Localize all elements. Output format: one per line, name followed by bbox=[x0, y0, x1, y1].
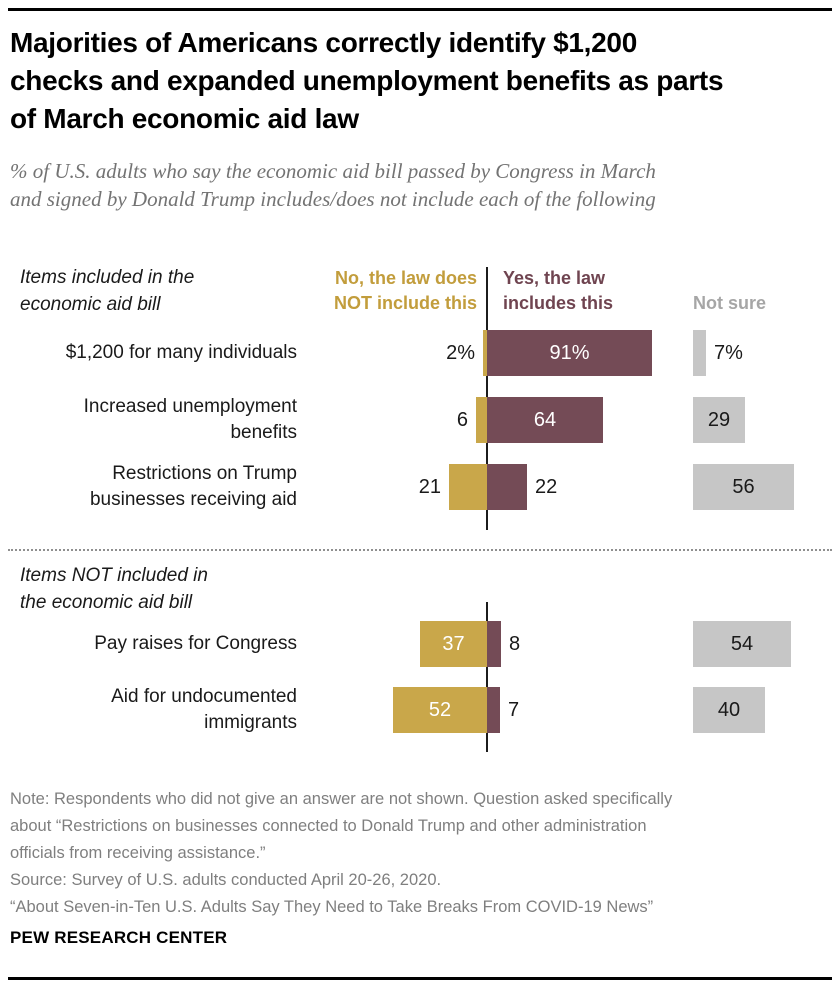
not-sure-bar bbox=[693, 621, 791, 667]
footer-notes: Note: Respondents who did not give an an… bbox=[10, 786, 830, 921]
no-value: 37 bbox=[442, 633, 465, 655]
yes-value: 8 bbox=[509, 633, 521, 655]
not-sure-value: 56 bbox=[732, 476, 755, 498]
yes-bar bbox=[487, 397, 603, 443]
yes-bar bbox=[487, 621, 501, 667]
row-label: Increased unemployment benefits bbox=[83, 396, 297, 443]
source-text: Source: Survey of U.S. adults conducted … bbox=[10, 871, 442, 889]
page-title: Majorities of Americans correctly identi… bbox=[10, 27, 724, 134]
no-bar bbox=[393, 687, 487, 733]
no-value: 52 bbox=[428, 699, 452, 721]
yes-value: 64 bbox=[533, 409, 557, 431]
row-label: Aid for undocumented immigrants bbox=[111, 686, 297, 733]
report-title-text: “About Seven-in-Ten U.S. Adults Say They… bbox=[10, 898, 654, 916]
yes-value: 22 bbox=[535, 476, 558, 498]
not-sure-value: 29 bbox=[707, 409, 731, 431]
section-header-not-included: Items NOT included in the economic aid b… bbox=[20, 565, 208, 613]
brand-label: PEW RESEARCH CENTER bbox=[10, 928, 228, 947]
no-value: 2% bbox=[446, 342, 475, 364]
not-sure-value: 40 bbox=[717, 699, 741, 721]
legend-no-label: No, the law does NOT include this bbox=[333, 268, 477, 313]
yes-value: 91% bbox=[549, 342, 590, 364]
row-label: Restrictions on Trump businesses receivi… bbox=[89, 463, 297, 510]
row-label: $1,200 for many individuals bbox=[65, 342, 297, 363]
axis-line-bottom-section bbox=[486, 602, 488, 752]
not-sure-value: 54 bbox=[730, 633, 754, 655]
not-sure-bar bbox=[693, 464, 794, 510]
bottom-rule bbox=[8, 977, 832, 980]
no-bar bbox=[483, 330, 487, 376]
yes-bar bbox=[487, 464, 527, 510]
top-rule bbox=[8, 8, 832, 11]
no-bar bbox=[449, 464, 487, 510]
section-divider bbox=[8, 549, 832, 551]
no-bar bbox=[476, 397, 487, 443]
yes-bar bbox=[487, 687, 500, 733]
no-bar bbox=[420, 621, 487, 667]
section-header-included: Items included in the economic aid bill bbox=[20, 267, 195, 315]
page-subtitle: % of U.S. adults who say the economic ai… bbox=[10, 159, 656, 211]
not-sure-bar bbox=[693, 330, 706, 376]
note-text: Note: Respondents who did not give an an… bbox=[10, 790, 673, 862]
no-value: 6 bbox=[456, 409, 468, 431]
yes-bar bbox=[487, 330, 652, 376]
not-sure-bar bbox=[693, 687, 765, 733]
yes-value: 7 bbox=[508, 699, 520, 721]
not-sure-bar bbox=[693, 397, 745, 443]
not-sure-value: 7% bbox=[714, 342, 743, 364]
legend-not-sure-label: Not sure bbox=[693, 293, 767, 313]
no-value: 21 bbox=[418, 476, 441, 498]
row-label: Pay raises for Congress bbox=[94, 633, 297, 654]
legend-yes-label: Yes, the law includes this bbox=[503, 268, 614, 313]
